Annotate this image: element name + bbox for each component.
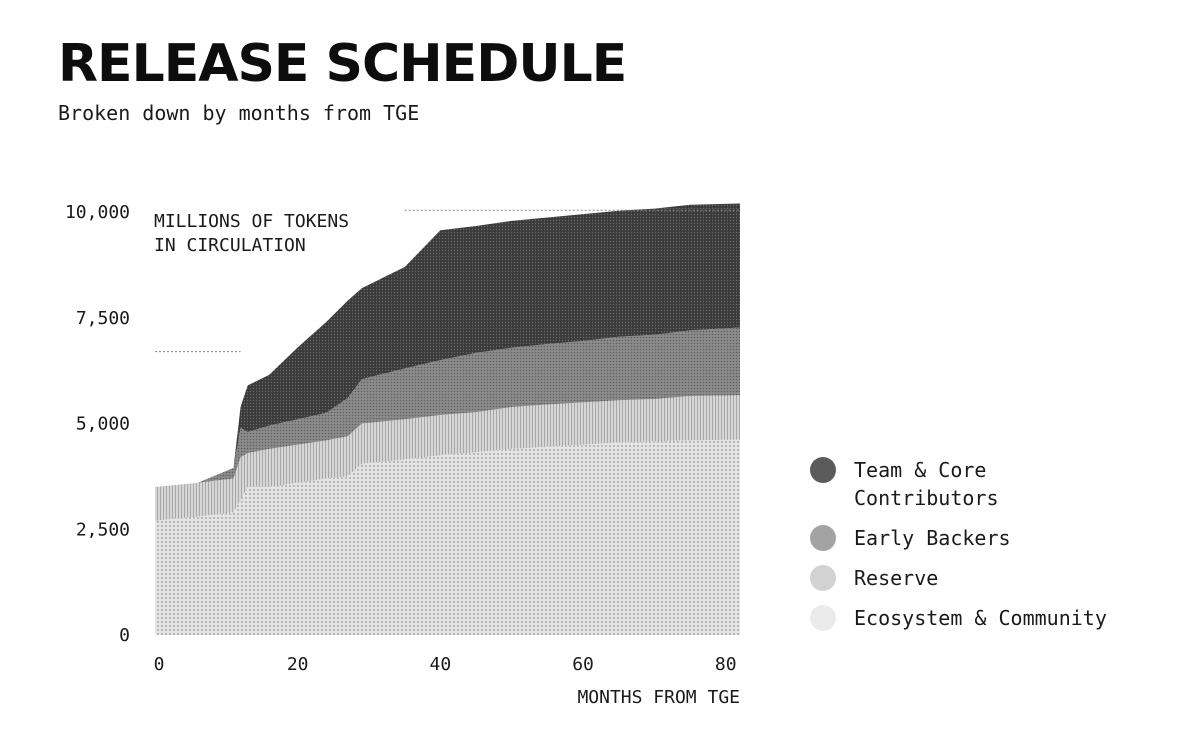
- y-tick-label: 0: [119, 625, 130, 646]
- legend-swatch-ecosystem: [810, 605, 836, 631]
- legend-item-reserve: Reserve: [810, 564, 1174, 592]
- legend-label-team: Team & Core Contributors: [854, 458, 999, 510]
- area-ecosystem: [155, 439, 740, 635]
- x-tick-label: 80: [715, 654, 737, 675]
- y-axis-label-line: IN CIRCULATION: [154, 235, 306, 256]
- legend-label-early-backers: Early Backers: [854, 526, 1011, 550]
- legend-swatch-reserve: [810, 565, 836, 591]
- y-tick-label: 2,500: [76, 519, 130, 540]
- legend-swatch-early-backers: [810, 525, 836, 551]
- x-tick-label: 40: [430, 654, 452, 675]
- y-tick-label: 7,500: [76, 308, 130, 329]
- legend-label-reserve: Reserve: [854, 566, 939, 590]
- x-tick-label: 20: [287, 654, 309, 675]
- x-axis-ticks: 0 20 40 60 80: [154, 654, 737, 675]
- chart-title: RELEASE SCHEDULE: [58, 34, 627, 94]
- legend-item-early-backers: Early Backers: [810, 524, 1174, 552]
- legend-swatch-team: [810, 457, 836, 483]
- area-reserve: [155, 395, 740, 521]
- area-team: [155, 203, 740, 487]
- legend-item-team: Team & Core Contributors: [810, 456, 1174, 512]
- x-tick-label: 60: [572, 654, 594, 675]
- chart-subtitle: Broken down by months from TGE: [58, 101, 420, 125]
- y-tick-label: 5,000: [76, 414, 130, 435]
- legend-label-ecosystem: Ecosystem & Community: [854, 606, 1107, 630]
- legend: Team & Core Contributors Early Backers R…: [810, 456, 1174, 644]
- x-axis-label: MONTHS FROM TGE: [577, 687, 740, 708]
- stacked-areas: [155, 203, 740, 635]
- y-axis-ticks: 10,000 7,500 5,000 2,500 0: [65, 202, 130, 646]
- y-axis-label: MILLIONS OF TOKENS IN CIRCULATION: [154, 211, 349, 256]
- legend-item-ecosystem: Ecosystem & Community: [810, 604, 1174, 632]
- y-axis-label-line: MILLIONS OF TOKENS: [154, 211, 349, 232]
- area-early-backers: [155, 327, 740, 487]
- x-tick-label: 0: [154, 654, 165, 675]
- y-tick-label: 10,000: [65, 202, 130, 223]
